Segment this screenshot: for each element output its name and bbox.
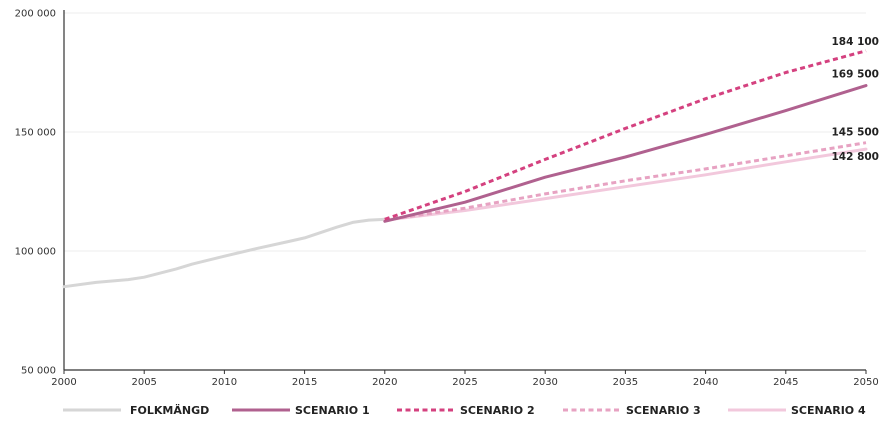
x-tick-label: 2015 (292, 377, 317, 388)
series-line-scenario-4 (383, 147, 868, 222)
series-lines (62, 49, 868, 289)
end-label: 142 800 (832, 151, 880, 163)
series-line-scenario-3 (384, 141, 867, 222)
end-label: 184 100 (832, 36, 880, 48)
x-tick-label: 2050 (853, 377, 878, 388)
y-tick-label: 100 000 (15, 247, 56, 258)
legend-item: SCENARIO 1 (232, 404, 370, 417)
y-tick-label: 150 000 (15, 128, 56, 139)
legend-label: FOLKMÄNGD (130, 403, 209, 417)
end-label: 169 500 (832, 69, 880, 81)
legend-label: SCENARIO 4 (791, 404, 866, 417)
x-tick-label: 2030 (532, 377, 557, 388)
x-tick-label: 2040 (693, 377, 718, 388)
legend-label: SCENARIO 2 (460, 404, 535, 417)
x-tick-label: 2020 (372, 377, 397, 388)
x-tick-label: 2005 (131, 377, 156, 388)
legend: FOLKMÄNGD SCENARIO 1 SCENARIO 2 SCENARIO 3 S… (63, 403, 866, 417)
series-line-scenario-1 (383, 84, 868, 223)
y-tick-label: 200 000 (15, 9, 56, 20)
legend-label: SCENARIO 1 (295, 404, 370, 417)
legend-label: SCENARIO 3 (626, 404, 701, 417)
x-tick-label: 2025 (452, 377, 477, 388)
x-tick-label: 2045 (773, 377, 798, 388)
y-tick-label: 50 000 (21, 366, 56, 377)
grid-lines (64, 12, 866, 252)
x-tick-label: 2000 (51, 377, 76, 388)
series-line-scenario-2 (384, 49, 867, 221)
x-tick-label: 2010 (212, 377, 237, 388)
legend-item: SCENARIO 4 (728, 404, 866, 417)
legend-item: SCENARIO 3 (563, 404, 701, 417)
end-label: 145 500 (832, 127, 880, 139)
series-line-folkm-ngd (62, 217, 387, 289)
end-labels: 184 100 169 500 145 500 142 800 (832, 36, 880, 163)
x-tick-label: 2035 (613, 377, 638, 388)
legend-item: SCENARIO 2 (397, 404, 535, 417)
legend-item: FOLKMÄNGD (63, 403, 209, 417)
axes: 50 000 100 000 150 000 200 000 2000 2005 2010 2… (15, 9, 879, 389)
